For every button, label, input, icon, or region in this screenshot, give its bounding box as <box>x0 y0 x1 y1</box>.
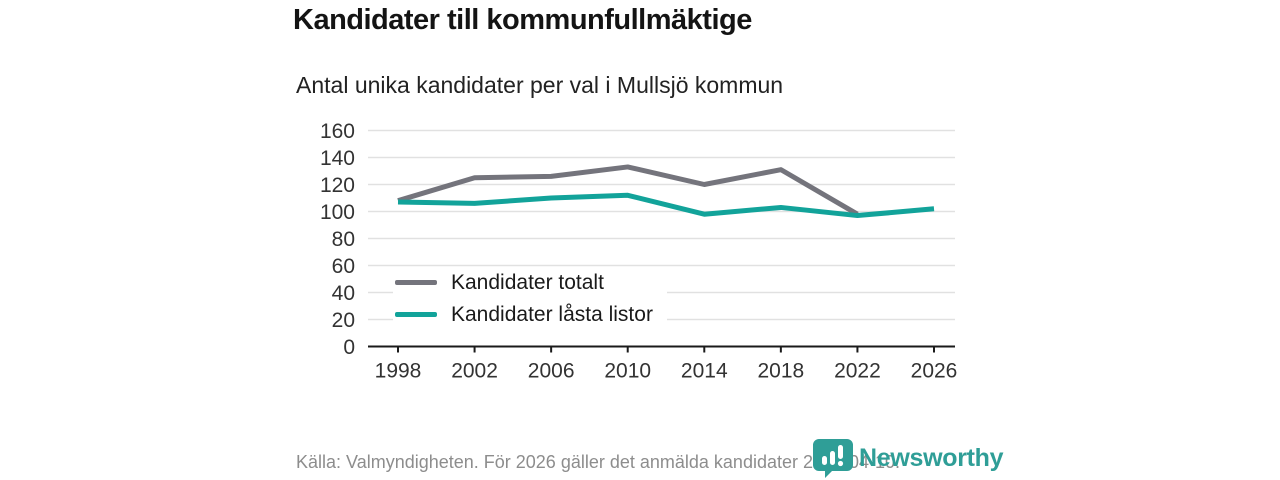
x-tick-label-2010: 2010 <box>604 360 651 383</box>
y-tick-label-80: 80 <box>332 228 355 251</box>
y-tick-label-40: 40 <box>332 282 355 305</box>
y-tick-label-60: 60 <box>332 255 355 278</box>
legend-label-locked-lists: Kandidater låsta listor <box>451 302 653 326</box>
y-tick-label-0: 0 <box>343 336 355 359</box>
x-tick-label-2014: 2014 <box>681 360 728 383</box>
legend-item-locked-lists: Kandidater låsta listor <box>393 300 667 329</box>
bar-chart-speech-bubble-icon <box>813 439 853 478</box>
x-tick-label-1998: 1998 <box>375 360 422 383</box>
y-tick-label-100: 100 <box>320 201 355 224</box>
x-tick-label-2018: 2018 <box>757 360 804 383</box>
x-tick-label-2002: 2002 <box>451 360 498 383</box>
x-tick-label-2026: 2026 <box>911 360 958 383</box>
y-tick-label-160: 160 <box>320 120 355 143</box>
chart-legend: Kandidater totalt Kandidater låsta listo… <box>393 268 667 329</box>
page-title: Kandidater till kommunfullmäktige <box>293 4 752 36</box>
line-chart: 0 20 40 60 80 100 120 140 160 1998 2002 2006 2010 201… <box>320 120 958 383</box>
series-line-1 <box>397 192 935 219</box>
legend-swatch-total <box>395 280 437 285</box>
y-tick-label-140: 140 <box>320 147 355 170</box>
legend-label-total: Kandidater totalt <box>451 270 604 294</box>
series-line-0 <box>397 164 859 217</box>
y-tick-label-120: 120 <box>320 174 355 197</box>
y-tick-label-20: 20 <box>332 309 355 332</box>
source-note: Källa: Valmyndigheten. För 2026 gäller d… <box>296 452 901 472</box>
legend-item-total: Kandidater totalt <box>393 268 667 297</box>
newsworthy-brand: Newsworthy <box>812 438 1004 478</box>
x-tick-label-2022: 2022 <box>834 360 881 383</box>
x-tick-label-2006: 2006 <box>528 360 575 383</box>
newsworthy-wordmark: Newsworthy <box>859 444 1004 472</box>
chart-subtitle: Antal unika kandidater per val i Mullsjö… <box>296 72 784 98</box>
legend-swatch-locked-lists <box>395 312 437 317</box>
